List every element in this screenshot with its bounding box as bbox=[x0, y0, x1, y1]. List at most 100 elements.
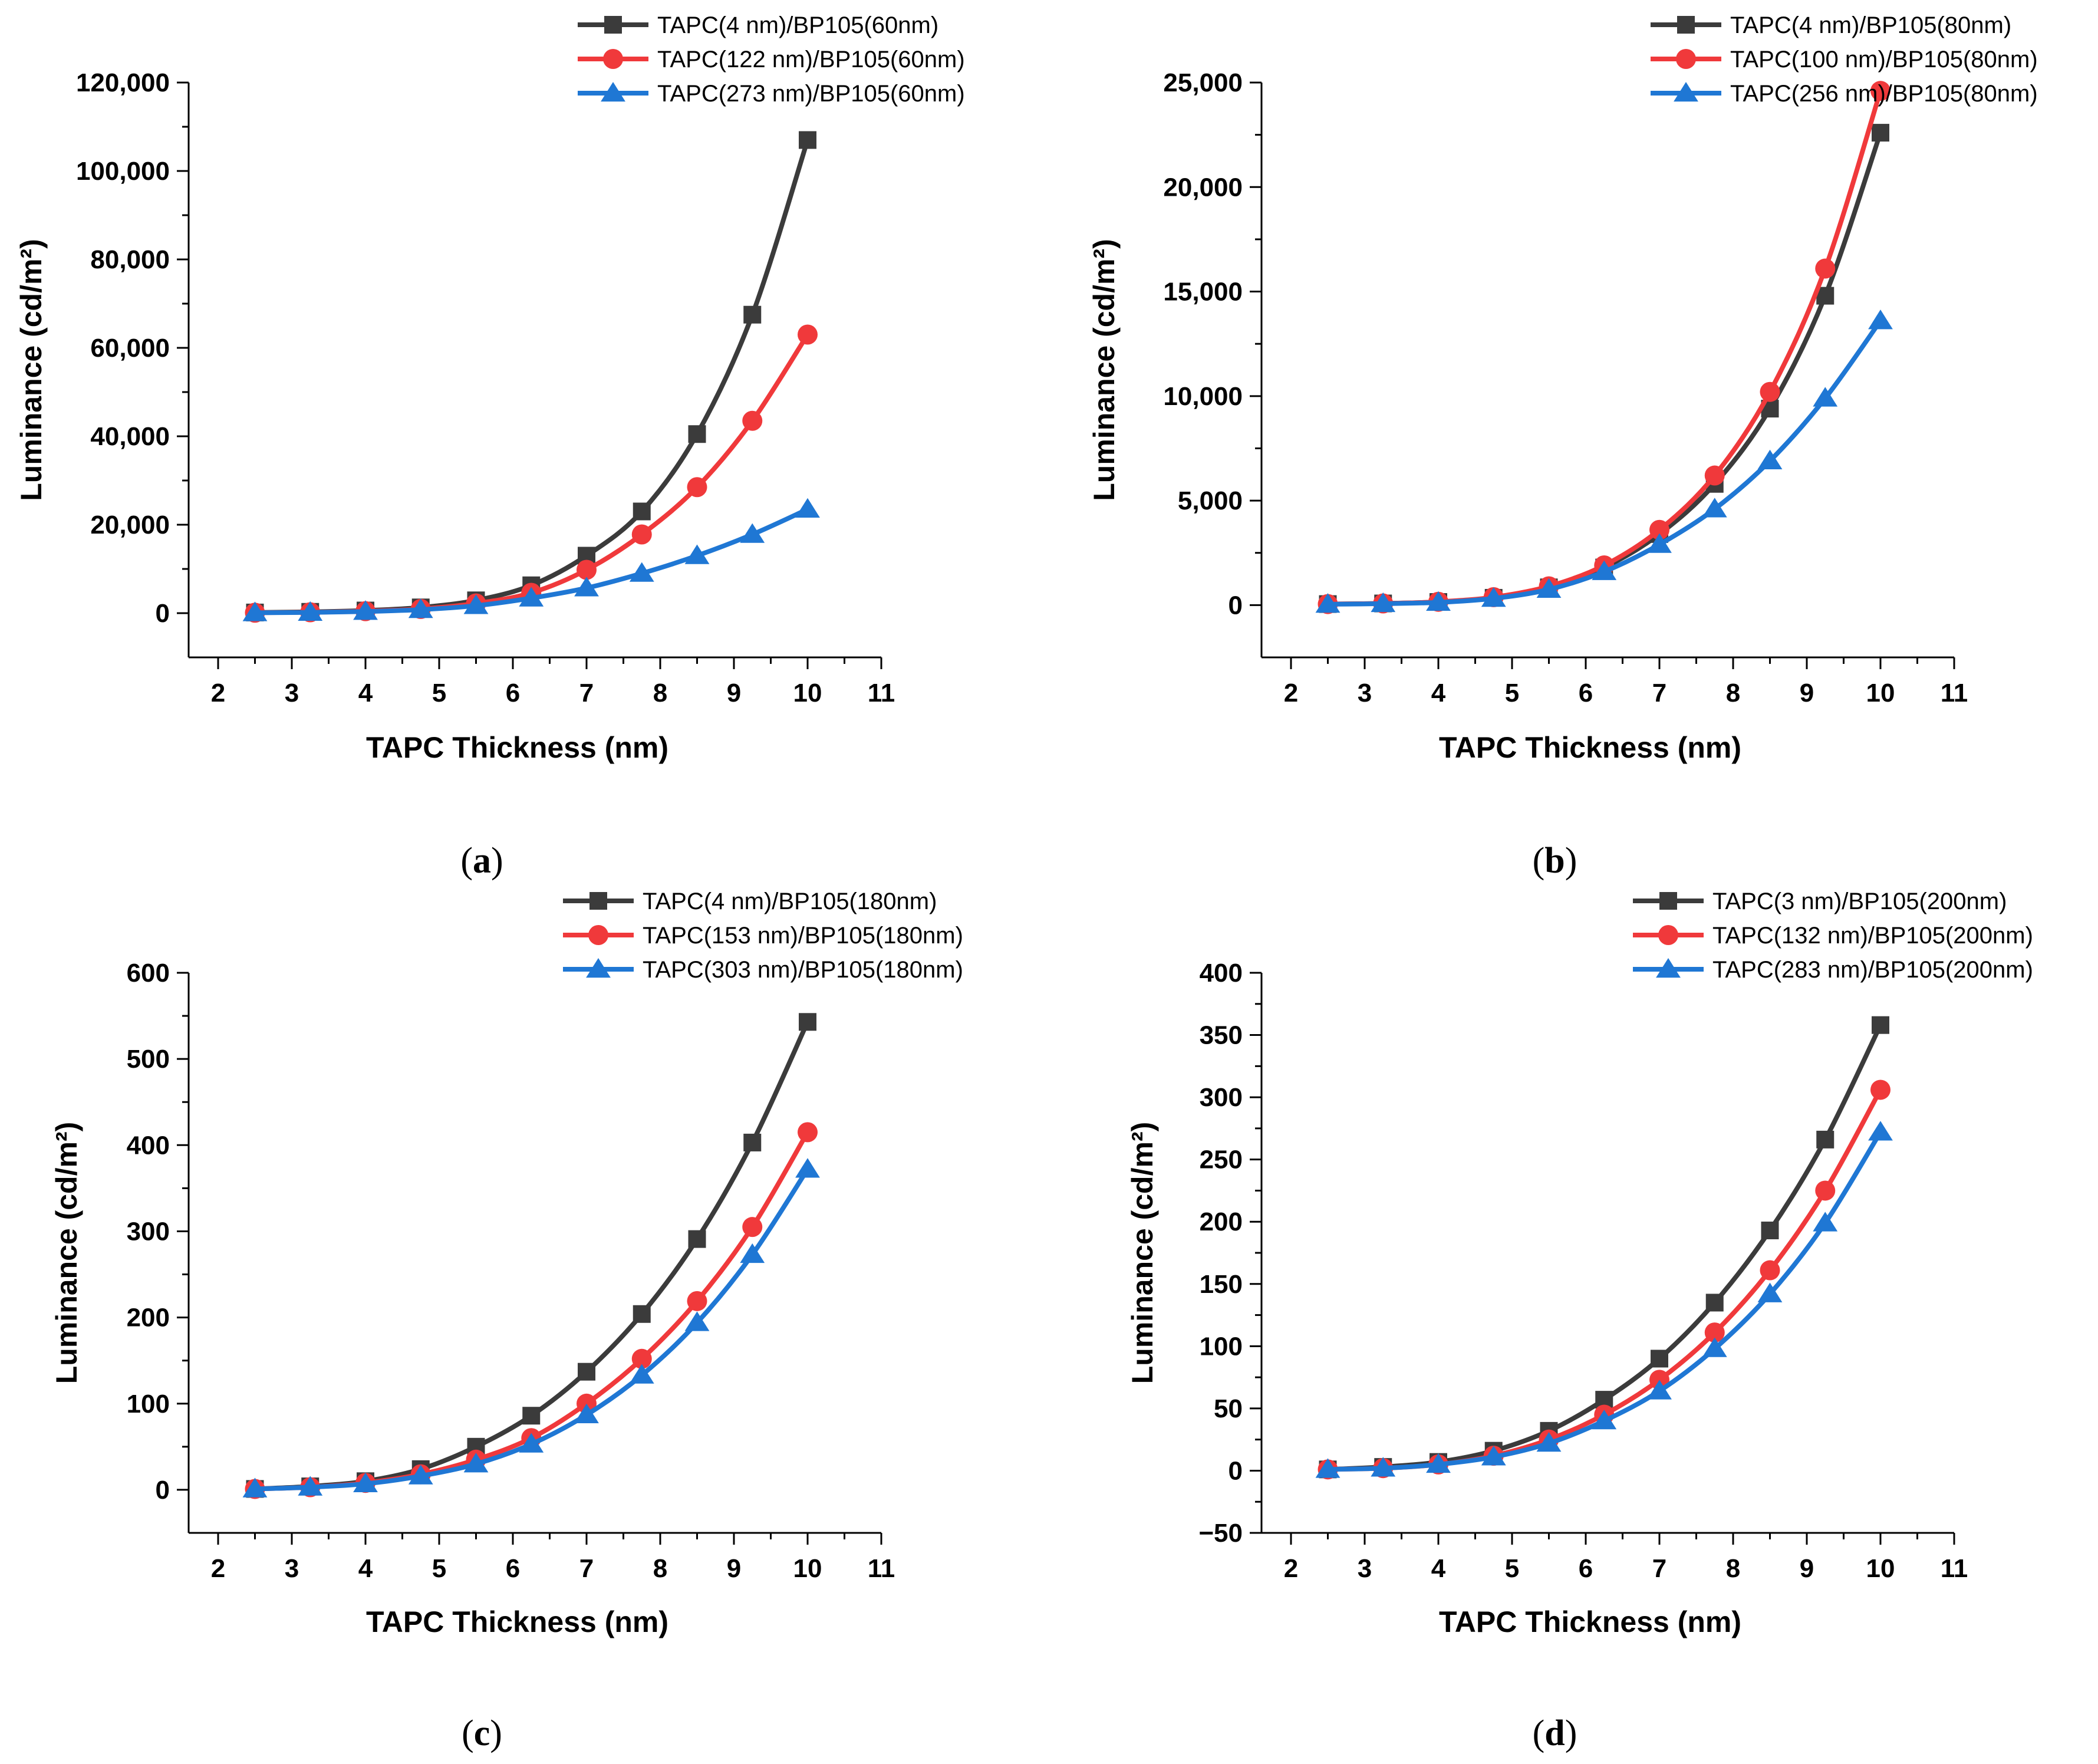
series-3 bbox=[1315, 1121, 1893, 1478]
data-point bbox=[1868, 1121, 1893, 1141]
data-point bbox=[1868, 310, 1893, 330]
x-tick-label: 9 bbox=[727, 679, 741, 707]
series-3 bbox=[1315, 310, 1893, 613]
y-axis-title: Luminance (cd/m²) bbox=[15, 239, 48, 501]
x-axis-title: TAPC Thickness (nm) bbox=[1439, 731, 1741, 764]
y-axis-title: Luminance (cd/m²) bbox=[1126, 1122, 1159, 1384]
legend-label: TAPC(4 nm)/BP105(60nm) bbox=[657, 12, 938, 38]
chart-panel-d: 2 3 4 5 6 7 8 9 10 11 −50 0 50 100 150 200 250 300 350 400 T… bbox=[1126, 888, 2033, 1753]
data-point bbox=[1760, 1260, 1780, 1281]
data-point bbox=[629, 1364, 654, 1384]
y-tick-label: 100,000 bbox=[76, 157, 170, 186]
x-tick-label: 8 bbox=[653, 1554, 667, 1583]
data-point bbox=[633, 1305, 651, 1323]
data-point bbox=[1702, 1337, 1727, 1357]
y-tick-label: −50 bbox=[1198, 1519, 1243, 1548]
series-line bbox=[1328, 131, 1883, 607]
x-tick-label: 6 bbox=[1579, 1554, 1593, 1583]
x-tick-label: 5 bbox=[432, 1554, 446, 1583]
x-tick-label: 3 bbox=[285, 1554, 299, 1583]
x-tick-label: 11 bbox=[1941, 1554, 1968, 1583]
y-tick-label: 350 bbox=[1200, 1021, 1243, 1050]
data-point bbox=[687, 1291, 707, 1311]
chart-panel-a: 2 3 4 5 6 7 8 9 10 11 0 20,000 40,000 60,000 80,000 100… bbox=[15, 12, 965, 881]
data-point bbox=[688, 425, 706, 443]
legend-label: TAPC(4 nm)/BP105(80nm) bbox=[1730, 12, 2011, 38]
legend-marker bbox=[588, 925, 608, 945]
data-point bbox=[298, 1476, 323, 1496]
legend-label: TAPC(283 nm)/BP105(200nm) bbox=[1712, 957, 2033, 983]
data-point bbox=[577, 560, 597, 580]
data-point bbox=[799, 131, 816, 149]
x-tick-label: 4 bbox=[1431, 679, 1446, 707]
data-point bbox=[1315, 1458, 1341, 1478]
x-tick-label: 10 bbox=[1866, 1554, 1895, 1583]
x-tick-label: 9 bbox=[727, 1554, 741, 1583]
data-point bbox=[629, 562, 654, 582]
y-tick-label: 25,000 bbox=[1163, 68, 1243, 97]
data-point bbox=[633, 502, 651, 521]
legend: TAPC(4 nm)/BP105(180nm) TAPC(153 nm)/BP10… bbox=[563, 888, 963, 983]
x-axis-title: TAPC Thickness (nm) bbox=[366, 1605, 668, 1638]
x-tick-label: 11 bbox=[868, 679, 895, 707]
data-point bbox=[1426, 1453, 1451, 1473]
data-point bbox=[1760, 381, 1780, 402]
data-point bbox=[574, 1403, 599, 1424]
data-point bbox=[1592, 560, 1617, 580]
x-tick-label: 2 bbox=[1284, 679, 1298, 707]
data-point bbox=[1704, 465, 1725, 486]
data-point bbox=[1870, 1080, 1890, 1100]
data-point bbox=[631, 524, 652, 545]
legend-label: TAPC(132 nm)/BP105(200nm) bbox=[1712, 923, 2033, 949]
y-tick-label: 250 bbox=[1200, 1146, 1243, 1174]
x-tick-label: 7 bbox=[1652, 679, 1666, 707]
data-point bbox=[687, 477, 707, 498]
legend-marker bbox=[1656, 958, 1681, 978]
panel-label: (d) bbox=[1533, 1713, 1577, 1753]
data-point bbox=[795, 1158, 820, 1178]
x-tick-label: 5 bbox=[432, 679, 446, 707]
data-point bbox=[688, 1230, 706, 1248]
data-point bbox=[1702, 498, 1727, 518]
series-3 bbox=[242, 1158, 820, 1498]
data-point bbox=[1647, 1380, 1672, 1400]
x-tick-label: 6 bbox=[506, 1554, 520, 1583]
data-point bbox=[795, 498, 820, 518]
x-tick-label: 8 bbox=[1726, 1554, 1740, 1583]
panel-label: (c) bbox=[462, 1713, 502, 1753]
x-tick-label: 3 bbox=[285, 679, 299, 707]
x-tick-label: 8 bbox=[1726, 679, 1740, 707]
x-tick-label: 6 bbox=[1579, 679, 1593, 707]
data-point bbox=[1481, 587, 1506, 607]
series-line bbox=[1328, 319, 1883, 607]
data-point bbox=[1813, 387, 1838, 407]
x-tick-label: 5 bbox=[1505, 1554, 1519, 1583]
x-tick-label: 5 bbox=[1505, 679, 1519, 707]
data-point bbox=[631, 1348, 652, 1369]
x-tick-label: 2 bbox=[1284, 1554, 1298, 1583]
legend: TAPC(4 nm)/BP105(60nm) TAPC(122 nm)/BP105… bbox=[578, 12, 965, 107]
legend-marker bbox=[601, 82, 625, 102]
x-tick-label: 7 bbox=[579, 679, 594, 707]
y-tick-label: 80,000 bbox=[90, 245, 170, 274]
data-point bbox=[743, 1133, 762, 1151]
legend-label: TAPC(100 nm)/BP105(80nm) bbox=[1730, 47, 2038, 73]
data-point bbox=[298, 601, 323, 621]
data-point bbox=[1872, 124, 1889, 142]
y-tick-label: 15,000 bbox=[1163, 278, 1243, 307]
data-point bbox=[1426, 591, 1451, 611]
y-tick-label: 300 bbox=[1200, 1083, 1243, 1112]
x-tick-label: 11 bbox=[1941, 679, 1968, 707]
legend-label: TAPC(273 nm)/BP105(60nm) bbox=[657, 81, 965, 107]
legend: TAPC(4 nm)/BP105(80nm) TAPC(100 nm)/BP105… bbox=[1651, 12, 2038, 107]
data-point bbox=[574, 577, 599, 597]
data-point bbox=[353, 1472, 378, 1492]
legend-marker bbox=[603, 49, 623, 69]
data-point bbox=[242, 601, 268, 621]
x-tick-label: 4 bbox=[358, 1554, 373, 1583]
data-point bbox=[353, 600, 378, 620]
data-point bbox=[1813, 1212, 1838, 1232]
x-tick-label: 10 bbox=[793, 1554, 822, 1583]
y-tick-label: 0 bbox=[156, 1476, 170, 1505]
